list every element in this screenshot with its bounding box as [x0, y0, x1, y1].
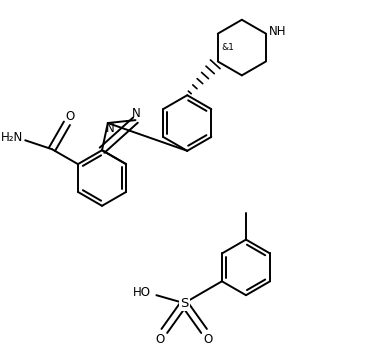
- Text: O: O: [65, 110, 75, 123]
- Text: N: N: [105, 122, 114, 135]
- Text: HO: HO: [132, 286, 151, 299]
- Text: N: N: [132, 107, 141, 120]
- Text: NH: NH: [269, 25, 287, 38]
- Text: H₂N: H₂N: [1, 131, 24, 144]
- Text: O: O: [156, 333, 165, 346]
- Text: &1: &1: [221, 43, 234, 52]
- Text: O: O: [204, 333, 212, 346]
- Text: S: S: [180, 297, 188, 310]
